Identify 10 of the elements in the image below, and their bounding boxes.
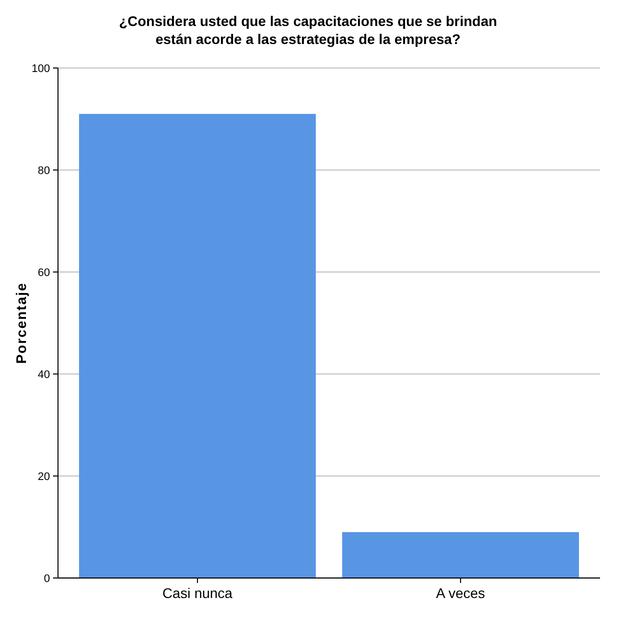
y-tick-label: 0 bbox=[44, 572, 50, 585]
y-tick-label: 80 bbox=[38, 164, 50, 177]
x-tick-label: A veces bbox=[436, 585, 486, 601]
chart-title: ¿Considera usted que las capacitaciones que se brindan están acorde a las estrategias de la empresa? bbox=[118, 13, 498, 47]
y-axis-title: Porcentaje bbox=[13, 282, 29, 364]
y-tick-label: 100 bbox=[32, 62, 50, 75]
x-tick-label: Casi nunca bbox=[162, 585, 233, 601]
y-tick-label: 40 bbox=[38, 368, 50, 381]
y-tick-label: 60 bbox=[38, 266, 50, 279]
y-tick-label: 20 bbox=[38, 470, 50, 483]
